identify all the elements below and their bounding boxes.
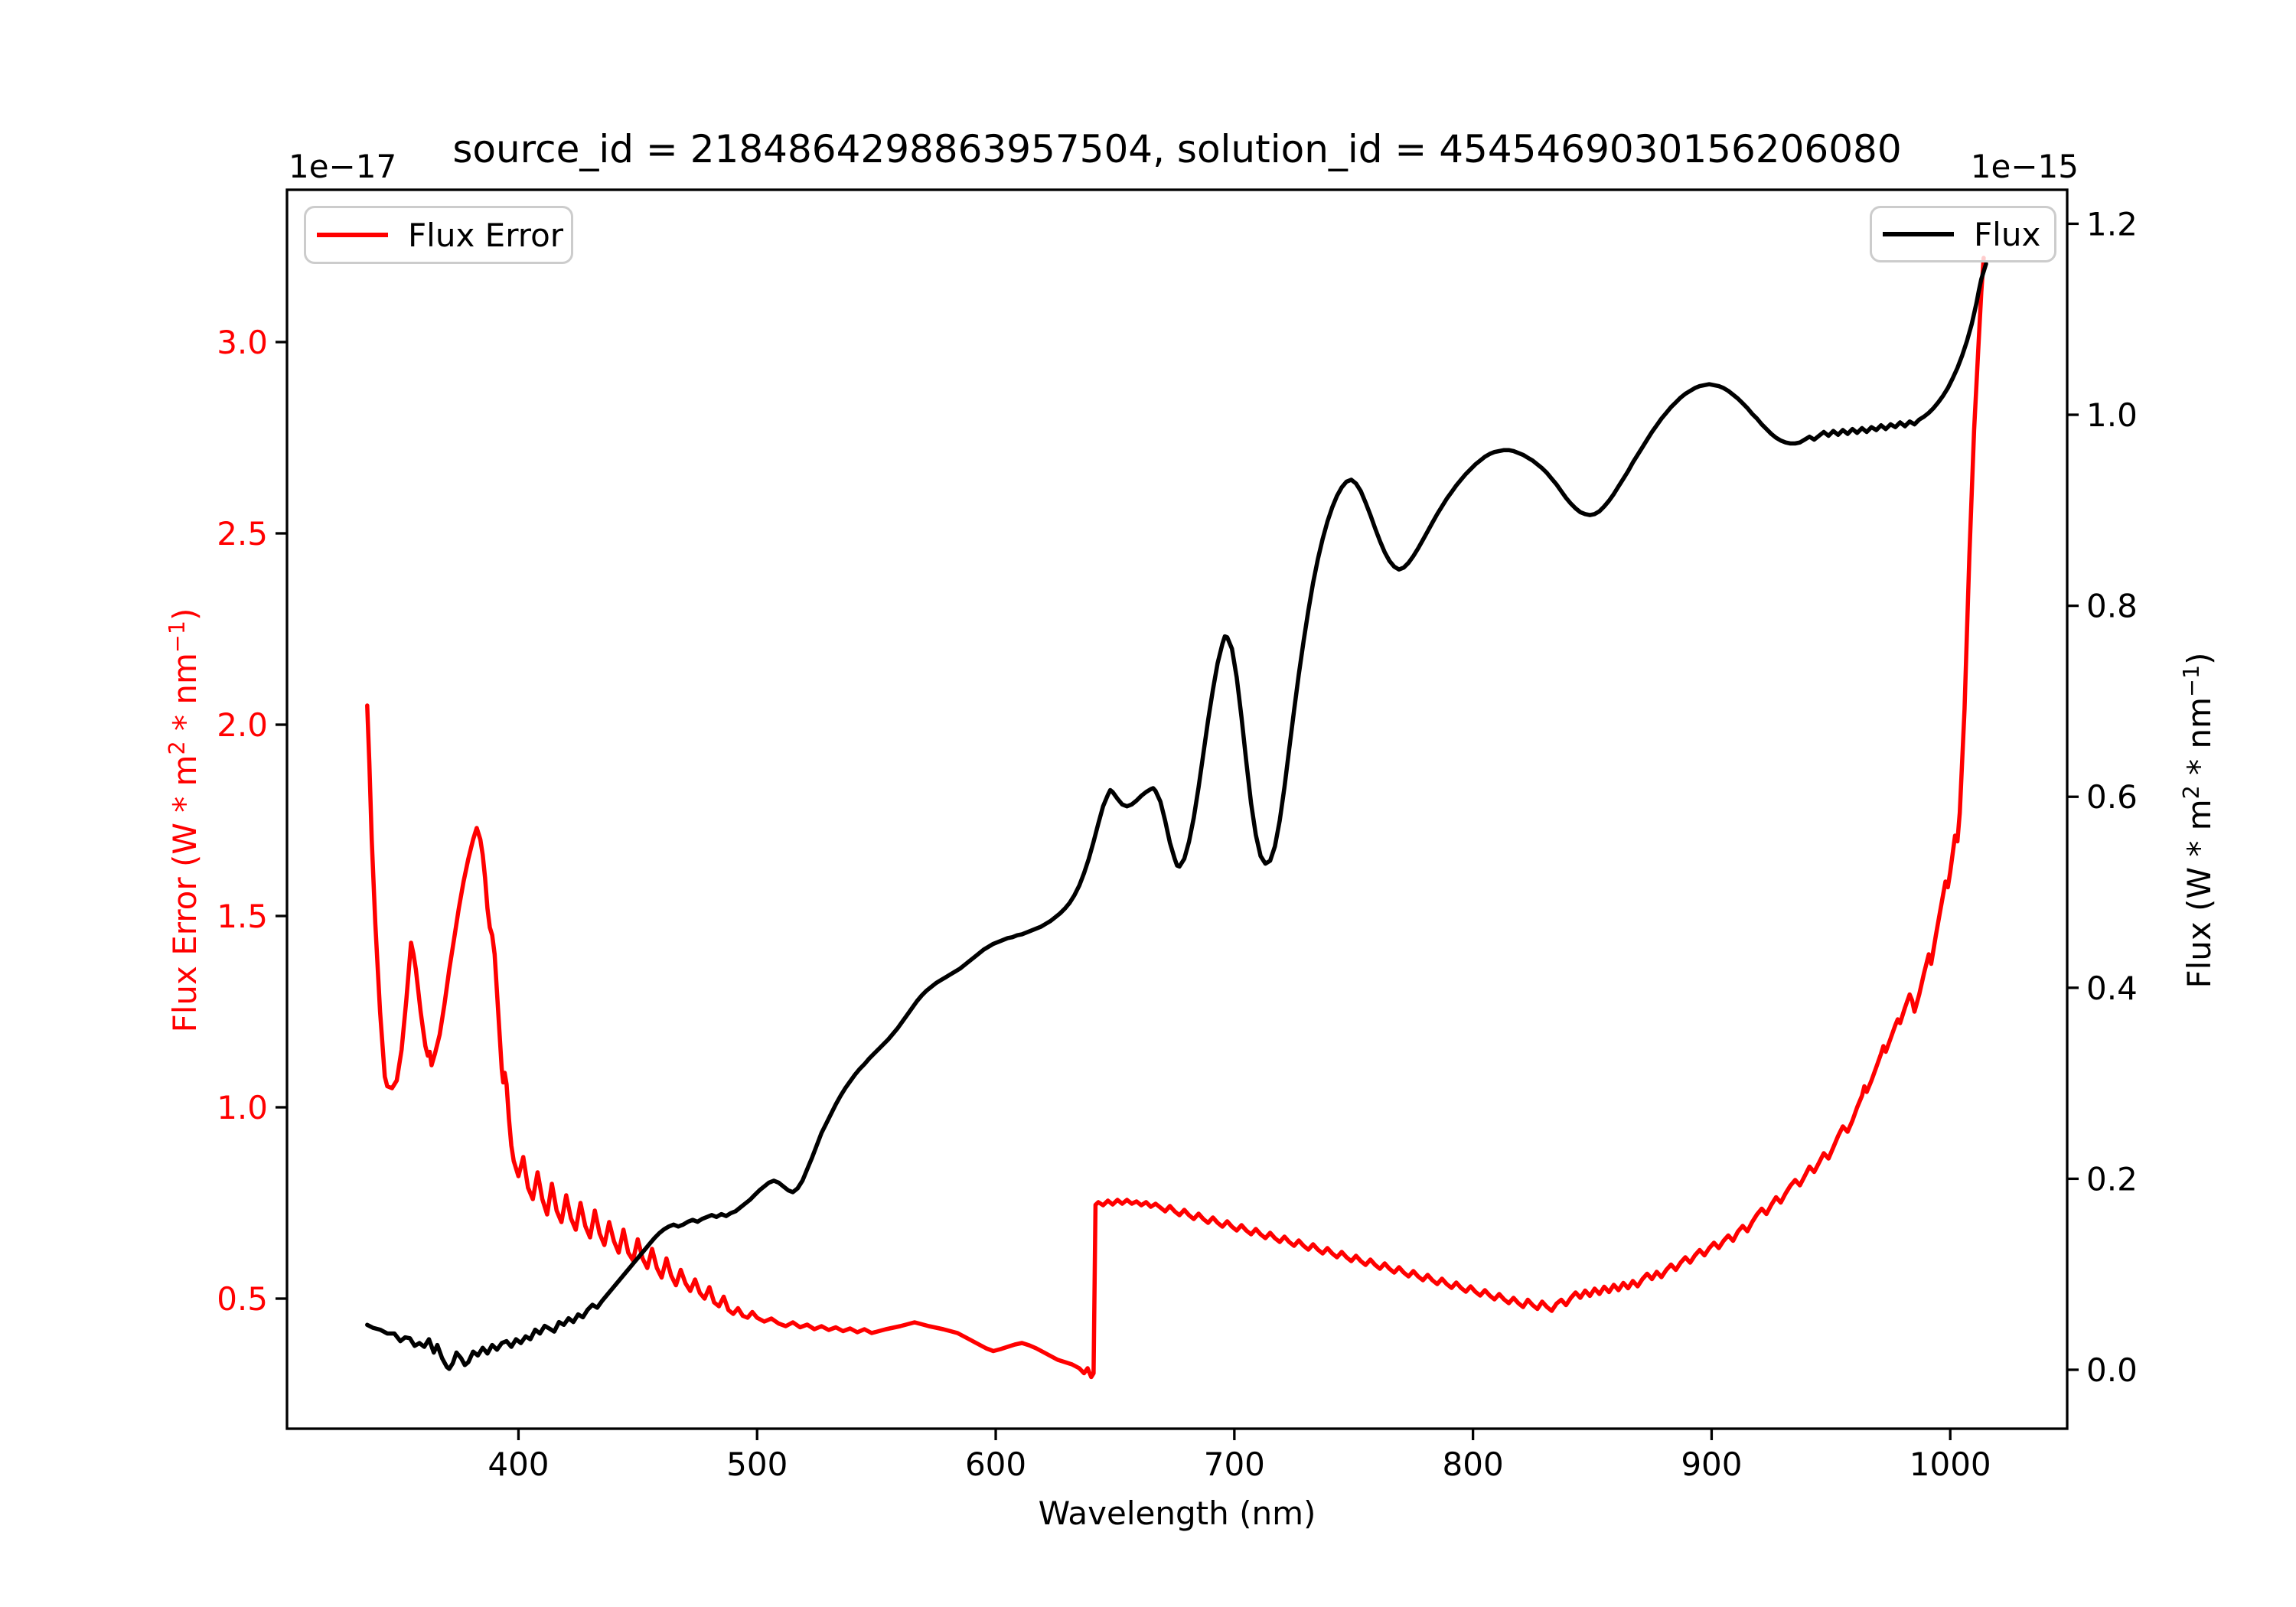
x-axis-label: Wavelength (nm) <box>1038 1495 1316 1532</box>
x-tick-label: 1000 <box>1910 1446 1991 1483</box>
left-y-tick-label: 3.0 <box>217 324 268 361</box>
right-y-tick-label: 0.2 <box>2086 1160 2138 1198</box>
right-y-tick-label: 0.8 <box>2086 588 2138 625</box>
legend-flux-error: Flux Error <box>304 206 573 264</box>
x-tick-label: 900 <box>1681 1446 1742 1483</box>
right-axis-offset-text: 1e−15 <box>1970 148 2079 185</box>
flux-error-line <box>365 256 1986 1380</box>
left-y-tick-label: 1.0 <box>217 1089 268 1126</box>
x-tick-label: 600 <box>965 1446 1026 1483</box>
legend-label-flux: Flux <box>1974 215 2041 253</box>
x-tick-label: 700 <box>1204 1446 1265 1483</box>
flux-line <box>365 262 1988 1371</box>
left-y-tick-label: 2.0 <box>217 706 268 744</box>
right-y-tick-label: 1.2 <box>2086 205 2138 243</box>
flux-swatch <box>1883 232 1954 236</box>
left-y-tick-label: 2.5 <box>217 515 268 553</box>
legend-label-flux-error: Flux Error <box>408 216 564 254</box>
left-y-tick-label: 0.5 <box>217 1280 268 1318</box>
axes-frame <box>285 188 2069 1430</box>
right-y-tick-label: 0.6 <box>2086 778 2138 816</box>
flux-error-swatch <box>317 233 388 237</box>
left-axis-offset-text: 1e−17 <box>289 148 397 185</box>
legend-flux: Flux <box>1870 206 2056 262</box>
right-y-tick-label: 1.0 <box>2086 396 2138 434</box>
x-tick-label: 800 <box>1443 1446 1504 1483</box>
left-y-tick-label: 1.5 <box>217 898 268 935</box>
x-tick-label: 400 <box>488 1446 549 1483</box>
x-tick-label: 500 <box>726 1446 788 1483</box>
right-y-tick-label: 0.4 <box>2086 970 2138 1007</box>
right-y-tick-label: 0.0 <box>2086 1351 2138 1389</box>
chart-title: source_id = 2184864298863957504, solutio… <box>452 127 1902 171</box>
